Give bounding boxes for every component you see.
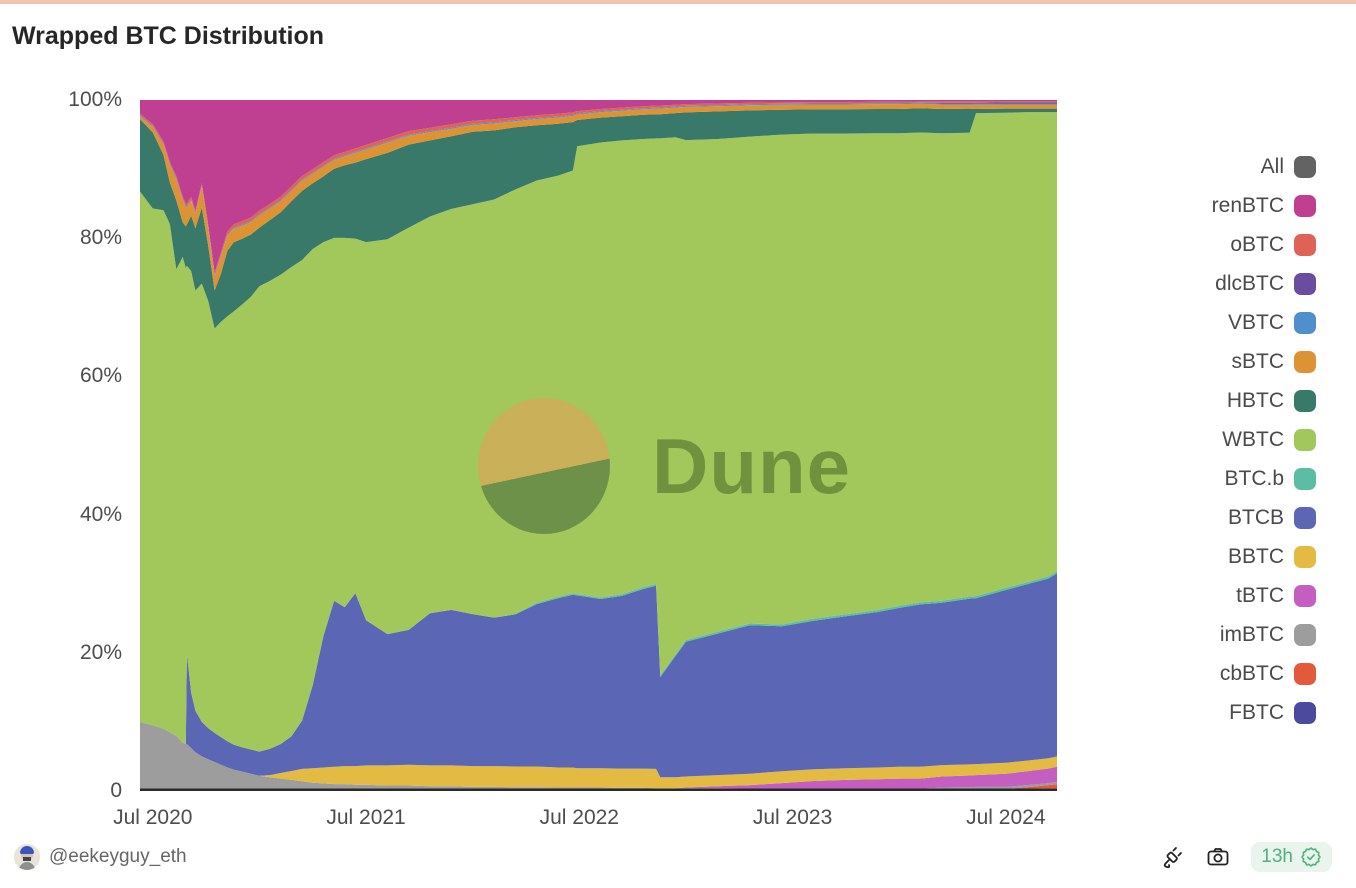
legend-item-dlcBTC[interactable]: dlcBTC (1212, 264, 1316, 303)
footer-actions: 13h (1159, 842, 1332, 872)
plot-area[interactable]: Dune (140, 100, 1057, 791)
legend-swatch-sBTC (1294, 350, 1316, 373)
legend-label: tBTC (1236, 583, 1284, 607)
legend-swatch-renBTC (1294, 194, 1316, 217)
legend-swatch-BBTC (1294, 545, 1316, 568)
legend-label: BTCB (1227, 505, 1284, 529)
legend-swatch-WBTC (1294, 428, 1316, 451)
stacked-area-svg (140, 100, 1057, 791)
legend-label: VBTC (1227, 310, 1284, 334)
legend-swatch-All (1294, 155, 1316, 178)
y-tick-80%: 80% (79, 226, 122, 250)
x-tick-Jul-2020: Jul 2020 (113, 806, 193, 829)
x-tick-Jul-2021: Jul 2021 (326, 806, 406, 829)
x-tick-Jul-2023: Jul 2023 (752, 806, 833, 829)
legend-label: dlcBTC (1215, 271, 1284, 295)
legend-item-cbBTC[interactable]: cbBTC (1212, 654, 1316, 693)
legend-item-BTC.b[interactable]: BTC.b (1212, 459, 1316, 498)
legend-label: cbBTC (1219, 661, 1284, 685)
legend-label: sBTC (1231, 349, 1285, 373)
x-tick-Jul-2024: Jul 2024 (966, 806, 1046, 829)
legend-label: BTC.b (1224, 466, 1284, 490)
y-tick-40%: 40% (79, 502, 122, 526)
plug-icon[interactable] (1159, 844, 1185, 870)
legend-swatch-dlcBTC (1294, 272, 1316, 295)
legend-item-tBTC[interactable]: tBTC (1212, 576, 1316, 615)
legend-swatch-BTCB (1294, 506, 1316, 529)
author-handle: @eekeyguy_eth (49, 846, 187, 867)
legend-item-All[interactable]: All (1212, 147, 1316, 186)
legend-swatch-oBTC (1294, 233, 1316, 256)
legend-label: FBTC (1229, 700, 1284, 724)
area-sBTC (140, 103, 1057, 291)
verified-seal-icon (1301, 847, 1321, 867)
legend-item-sBTC[interactable]: sBTC (1212, 342, 1316, 381)
legend-item-imBTC[interactable]: imBTC (1212, 615, 1316, 654)
area-tBTC (140, 721, 1057, 789)
legend-item-FBTC[interactable]: FBTC (1212, 693, 1316, 732)
legend-item-BBTC[interactable]: BBTC (1212, 537, 1316, 576)
legend-swatch-BTC.b (1294, 467, 1316, 490)
area-BTCB (140, 573, 1057, 778)
legend-label: imBTC (1219, 622, 1284, 646)
x-tick-Jul-2022: Jul 2022 (539, 806, 619, 829)
chart-title: Wrapped BTC Distribution (12, 22, 325, 50)
data-freshness-badge[interactable]: 13h (1251, 842, 1332, 872)
legend-label: renBTC (1211, 193, 1284, 217)
legend-swatch-VBTC (1294, 311, 1316, 334)
x-axis-line (140, 788, 1057, 791)
area-oBTC (140, 101, 1057, 276)
legend-label: All (1260, 154, 1284, 178)
area-BBTC (140, 721, 1057, 789)
legend-item-renBTC[interactable]: renBTC (1212, 186, 1316, 225)
y-tick-60%: 60% (79, 364, 122, 388)
author-link[interactable]: @eekeyguy_eth (14, 844, 187, 870)
legend-swatch-tBTC (1294, 584, 1316, 607)
legend-item-HBTC[interactable]: HBTC (1212, 381, 1316, 420)
legend-item-oBTC[interactable]: oBTC (1212, 225, 1316, 264)
y-tick-20%: 20% (79, 640, 122, 664)
top-accent-strip (0, 0, 1356, 4)
legend-item-WBTC[interactable]: WBTC (1212, 420, 1316, 459)
legend-swatch-imBTC (1294, 623, 1316, 646)
area-imBTC (140, 721, 1057, 791)
legend-label: WBTC (1222, 427, 1284, 451)
area-renBTC (140, 100, 1057, 273)
area-HBTC (140, 108, 1057, 329)
legend-swatch-HBTC (1294, 389, 1316, 412)
legend-item-BTCB[interactable]: BTCB (1212, 498, 1316, 537)
legend-swatch-FBTC (1294, 701, 1316, 724)
legend-label: oBTC (1230, 232, 1284, 256)
legend-label: HBTC (1226, 388, 1284, 412)
camera-icon[interactable] (1205, 844, 1231, 870)
legend-item-VBTC[interactable]: VBTC (1212, 303, 1316, 342)
y-tick-100%: 100% (68, 88, 122, 111)
data-age-label: 13h (1261, 846, 1293, 867)
y-tick-0: 0 (110, 779, 122, 802)
legend-swatch-cbBTC (1294, 662, 1316, 685)
avatar (14, 844, 40, 870)
chart-legend: All renBTC oBTC dlcBTC VBTC sBTC HBTC WBTC BTC.b… (1212, 147, 1316, 732)
legend-label: BBTC (1227, 544, 1284, 568)
